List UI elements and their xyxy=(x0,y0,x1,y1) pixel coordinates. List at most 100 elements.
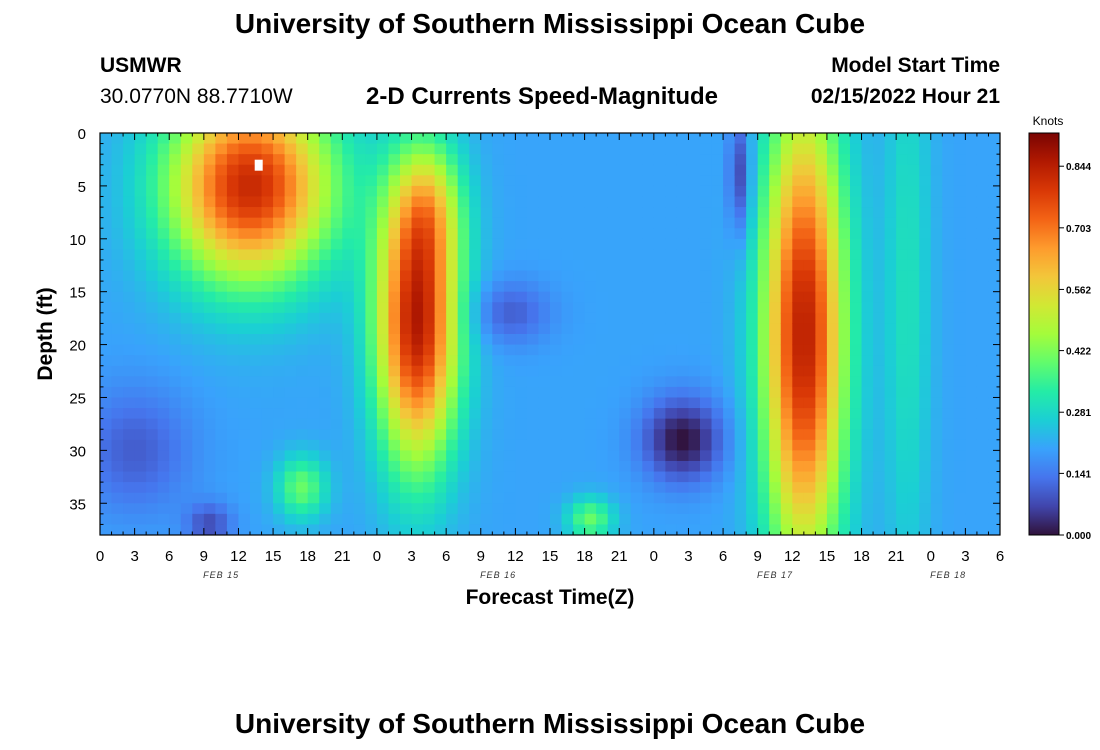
heatmap-cell xyxy=(157,397,170,409)
heatmap-cell xyxy=(480,143,493,155)
heatmap-cell xyxy=(446,397,459,409)
heatmap-cell xyxy=(100,281,113,293)
heatmap-cell xyxy=(688,154,701,166)
heatmap-cell xyxy=(296,217,309,229)
heatmap-cell xyxy=(734,386,747,399)
heatmap-cell xyxy=(953,154,966,166)
x-tick-label: 3 xyxy=(407,548,415,565)
heatmap-cell xyxy=(711,228,724,240)
heatmap-cell xyxy=(630,524,643,535)
heatmap-cell xyxy=(919,513,932,526)
heatmap-cell xyxy=(123,492,136,504)
heatmap-cell xyxy=(780,217,793,229)
heatmap-cell xyxy=(319,249,332,261)
heatmap-cell xyxy=(919,217,932,229)
heatmap-cell xyxy=(123,450,136,462)
heatmap-cell xyxy=(123,524,136,535)
heatmap-cell xyxy=(838,312,851,325)
heatmap-cell xyxy=(803,185,816,198)
heatmap-cell xyxy=(376,228,390,240)
heatmap-cell xyxy=(861,281,874,293)
heatmap-cell xyxy=(815,291,828,303)
heatmap-cell xyxy=(700,365,713,377)
heatmap-cell xyxy=(446,344,459,356)
heatmap-cell xyxy=(850,238,863,250)
heatmap-cell xyxy=(342,259,355,272)
heatmap-cell xyxy=(803,270,816,282)
heatmap-cell xyxy=(884,513,897,526)
heatmap-cell xyxy=(353,217,366,229)
heatmap-cell xyxy=(769,524,782,535)
heatmap-cell xyxy=(192,143,205,155)
heatmap-cell xyxy=(365,196,378,208)
heatmap-cell xyxy=(330,133,343,145)
heatmap-cell xyxy=(907,154,920,166)
heatmap-cell xyxy=(942,323,955,335)
heatmap-cell xyxy=(826,429,840,441)
heatmap-cell xyxy=(180,154,193,166)
heatmap-cell xyxy=(700,482,713,494)
heatmap-cell xyxy=(146,228,159,240)
heatmap-cell xyxy=(388,386,401,399)
heatmap-cell xyxy=(134,334,147,346)
heatmap-cell xyxy=(976,312,990,325)
heatmap-cell xyxy=(434,429,447,441)
heatmap-cell xyxy=(584,365,597,377)
heatmap-cell xyxy=(203,249,216,261)
heatmap-cell xyxy=(457,249,470,261)
heatmap-cell xyxy=(515,196,528,208)
heatmap-cell xyxy=(665,429,678,441)
heatmap-cell xyxy=(388,503,401,515)
heatmap-cell xyxy=(250,259,263,272)
heatmap-cell xyxy=(907,238,920,250)
heatmap-cell xyxy=(561,217,574,229)
heatmap-cell xyxy=(365,355,378,367)
heatmap-cell xyxy=(988,418,1000,430)
heatmap-cell xyxy=(976,524,990,535)
heatmap-cell xyxy=(711,460,724,473)
heatmap-cell xyxy=(953,143,966,155)
heatmap-cell xyxy=(457,524,470,535)
heatmap-cell xyxy=(596,386,609,399)
heatmap-cell xyxy=(157,133,170,145)
heatmap-cell xyxy=(411,524,424,535)
heatmap-cell xyxy=(619,439,632,451)
heatmap-cell xyxy=(630,207,643,219)
heatmap-cell xyxy=(607,460,620,473)
heatmap-cell xyxy=(273,154,286,166)
heatmap-cell xyxy=(296,164,309,176)
heatmap-cell xyxy=(607,143,620,155)
heatmap-cell xyxy=(538,164,551,176)
heatmap-cell xyxy=(215,143,228,155)
heatmap-cell xyxy=(342,503,355,515)
heatmap-cell xyxy=(157,270,170,282)
heatmap-cell xyxy=(676,196,690,208)
heatmap-cell xyxy=(850,471,863,483)
heatmap-cell xyxy=(884,217,897,229)
heatmap-cell xyxy=(123,207,136,219)
heatmap-cell xyxy=(123,281,136,293)
y-tick-label: 15 xyxy=(69,285,86,302)
heatmap-cell xyxy=(953,291,966,303)
heatmap-cell xyxy=(965,344,978,356)
heatmap-cell xyxy=(803,418,816,430)
heatmap-cell xyxy=(538,312,551,325)
heatmap-cell xyxy=(942,217,955,229)
heatmap-cell xyxy=(480,228,493,240)
heatmap-cell xyxy=(688,228,701,240)
heatmap-cell xyxy=(803,471,816,483)
heatmap-cell xyxy=(792,207,805,219)
heatmap-cell xyxy=(400,323,413,335)
heatmap-cell xyxy=(400,185,413,198)
heatmap-cell xyxy=(250,524,263,535)
heatmap-cell xyxy=(446,228,459,240)
heatmap-cell xyxy=(573,281,586,293)
heatmap-cell xyxy=(423,418,436,430)
heatmap-cell xyxy=(850,355,863,367)
heatmap-cell xyxy=(353,312,366,325)
heatmap-cell xyxy=(826,175,840,187)
heatmap-cell xyxy=(746,524,759,535)
heatmap-cell xyxy=(180,334,193,346)
heatmap-cell xyxy=(723,164,736,176)
heatmap-cell xyxy=(815,228,828,240)
